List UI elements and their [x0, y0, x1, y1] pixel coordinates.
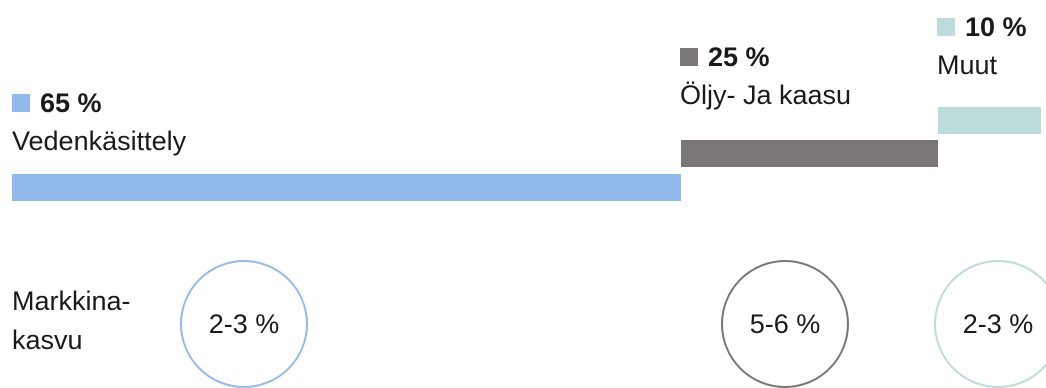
category-label-oil-gas: Öljy- Ja kaasu: [680, 80, 852, 110]
market-growth-label-line2: kasvu: [12, 325, 83, 355]
segment-label-oil-gas: 25 % Öljy- Ja kaasu: [680, 42, 851, 112]
growth-circle-oil-gas: 5-6 %: [721, 260, 849, 388]
growth-value-oil-gas: 5-6 %: [749, 308, 821, 339]
legend-swatch-water: [12, 94, 30, 112]
segment-label-water: 65 % Vedenkäsittely: [12, 88, 186, 158]
bar-other: [938, 107, 1041, 134]
growth-value-water: 2-3 %: [208, 308, 280, 339]
segment-label-other: 10 % Muut: [937, 12, 1027, 82]
bar-oil-gas: [680, 140, 939, 167]
value-label-oil-gas: 25 %: [708, 42, 770, 72]
value-label-water: 65 %: [40, 88, 102, 118]
market-growth-label: Markkina- kasvu: [12, 282, 131, 360]
category-label-water: Vedenkäsittely: [12, 126, 187, 156]
growth-circle-other: 2-3 %: [934, 260, 1046, 388]
legend-swatch-oil-gas: [680, 48, 698, 66]
growth-circle-water: 2-3 %: [180, 260, 308, 388]
legend-swatch-other: [937, 18, 955, 36]
bar-water: [12, 174, 681, 201]
category-label-other: Muut: [937, 50, 998, 80]
value-label-other: 10 %: [965, 12, 1027, 42]
growth-value-other: 2-3 %: [962, 308, 1034, 339]
market-growth-label-line1: Markkina-: [12, 286, 131, 316]
